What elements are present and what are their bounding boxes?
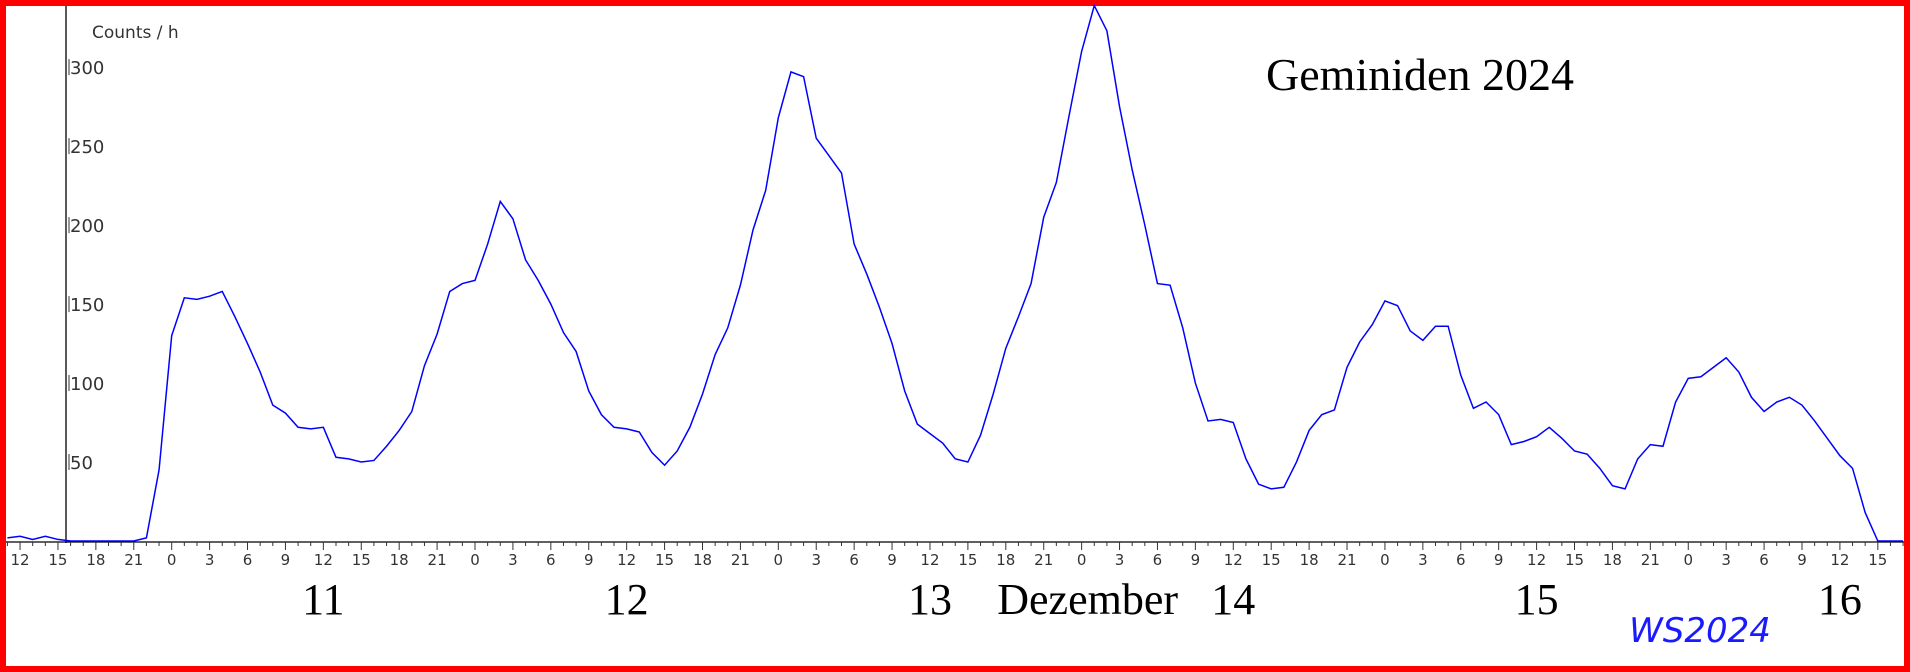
x-tick-label: 3: [1721, 551, 1731, 569]
x-tick-label: 3: [1115, 551, 1125, 569]
x-tick-label: 18: [693, 551, 712, 569]
x-tick-label: 12: [314, 551, 333, 569]
x-tick-label: 6: [243, 551, 253, 569]
x-tick-label: 12: [1527, 551, 1546, 569]
x-tick-label: 6: [546, 551, 556, 569]
x-tick-label: 9: [584, 551, 594, 569]
y-tick-label: 300: [70, 58, 104, 79]
x-tick-label: 3: [205, 551, 215, 569]
x-tick-label: 12: [10, 551, 29, 569]
day-label: 12: [605, 575, 649, 624]
x-tick-label: 0: [1380, 551, 1390, 569]
x-tick-label: 12: [617, 551, 636, 569]
x-tick-label: 21: [1337, 551, 1356, 569]
x-tick-label: 15: [1868, 551, 1887, 569]
x-tick-label: 12: [1224, 551, 1243, 569]
y-tick-label: 100: [70, 374, 104, 395]
x-tick-label: 6: [1456, 551, 1466, 569]
y-tick-label: 200: [70, 216, 104, 237]
x-tick-label: 3: [508, 551, 518, 569]
x-tick-label: 21: [1641, 551, 1660, 569]
watermark: WS2024: [1629, 611, 1771, 651]
x-tick-label: 21: [428, 551, 447, 569]
x-tick-label: 0: [1077, 551, 1087, 569]
day-label: 11: [302, 575, 344, 624]
x-tick-label: 9: [1797, 551, 1807, 569]
x-tick-label: 18: [1603, 551, 1622, 569]
x-tick-label: 0: [470, 551, 480, 569]
x-tick-label: 15: [655, 551, 674, 569]
x-tick-label: 9: [1191, 551, 1201, 569]
x-tick-label: 18: [1300, 551, 1319, 569]
x-tick-label: 6: [1759, 551, 1769, 569]
y-tick-label: 250: [70, 137, 104, 158]
day-label: 14: [1211, 575, 1255, 624]
day-label: 16: [1818, 575, 1862, 624]
data-line: [7, 3, 1904, 542]
x-tick-label: 21: [1034, 551, 1053, 569]
x-tick-label: 3: [811, 551, 821, 569]
x-tick-label: 21: [731, 551, 750, 569]
month-label: Dezember: [997, 575, 1178, 624]
x-tick-label: 9: [1494, 551, 1504, 569]
x-tick-label: 0: [1683, 551, 1693, 569]
x-tick-label: 15: [1565, 551, 1584, 569]
y-axis-label: Counts / h: [92, 23, 179, 43]
x-tick-label: 9: [281, 551, 291, 569]
x-tick-label: 18: [996, 551, 1015, 569]
y-tick-label: 150: [70, 295, 104, 316]
day-label: 13: [908, 575, 952, 624]
x-tick-label: 9: [887, 551, 897, 569]
x-tick-label: 15: [958, 551, 977, 569]
x-tick-label: 21: [124, 551, 143, 569]
y-tick-label: 50: [70, 453, 93, 474]
x-tick-label: 15: [48, 551, 67, 569]
x-tick-label: 6: [849, 551, 859, 569]
x-tick-label: 12: [920, 551, 939, 569]
x-tick-label: 15: [1262, 551, 1281, 569]
day-label: 15: [1515, 575, 1559, 624]
x-tick-label: 6: [1153, 551, 1163, 569]
x-tick-label: 0: [774, 551, 784, 569]
x-tick-label: 0: [167, 551, 177, 569]
x-tick-label: 15: [352, 551, 371, 569]
x-tick-label: 18: [86, 551, 105, 569]
x-tick-label: 18: [390, 551, 409, 569]
x-tick-label: 3: [1418, 551, 1428, 569]
chart-title: Geminiden 2024: [1266, 49, 1574, 100]
x-tick-label: 12: [1830, 551, 1849, 569]
